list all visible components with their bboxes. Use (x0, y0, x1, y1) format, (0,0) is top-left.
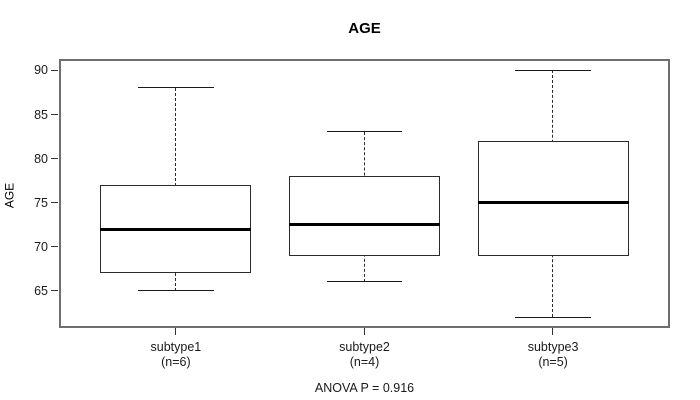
whisker-cap-low-subtype3 (515, 316, 591, 318)
median-subtype1 (100, 227, 252, 231)
x-axis-tick (175, 328, 177, 335)
x-axis-tick-label-block: subtype3 (n=5) (493, 340, 613, 370)
x-axis-tick (552, 328, 554, 335)
x-axis-tick-label-block: subtype2 (n=4) (305, 340, 425, 370)
y-axis-tick-label: 75 (34, 195, 48, 210)
x-axis-tick (363, 328, 365, 335)
y-axis-tick-label: 65 (34, 283, 48, 298)
y-axis-tick (51, 69, 58, 71)
chart-title: AGE (348, 20, 381, 37)
y-axis-tick (51, 246, 58, 248)
y-axis-tick (51, 113, 58, 115)
y-axis-tick (51, 290, 58, 292)
whisker-cap-low-subtype1 (138, 290, 214, 292)
y-axis-tick-label: 70 (34, 239, 48, 254)
y-axis-tick (51, 157, 58, 159)
whisker-cap-high-subtype3 (515, 69, 591, 71)
median-subtype2 (289, 223, 440, 227)
anova-annotation: ANOVA P = 0.916 (314, 381, 415, 395)
x-tick-sublabel: (n=6) (161, 355, 191, 369)
whisker-cap-high-subtype2 (326, 131, 403, 133)
median-subtype3 (477, 201, 629, 205)
whisker-cap-high-subtype1 (138, 87, 214, 89)
x-tick-label: subtype1 (150, 340, 202, 354)
y-axis-tick (51, 202, 58, 203)
x-tick-label: subtype3 (527, 340, 579, 354)
y-axis-tick-label: 90 (34, 63, 48, 78)
y-axis-tick-label: 85 (34, 107, 48, 122)
box-subtype2 (289, 176, 440, 256)
whisker-cap-low-subtype2 (326, 281, 403, 283)
x-tick-sublabel: (n=5) (538, 355, 568, 369)
box-subtype3 (477, 141, 629, 256)
y-axis-tick-label: 80 (34, 151, 48, 166)
x-tick-label: subtype2 (339, 340, 390, 354)
x-tick-sublabel: (n=4) (349, 355, 380, 369)
x-axis-tick-label-block: subtype1 (n=6) (116, 340, 236, 370)
